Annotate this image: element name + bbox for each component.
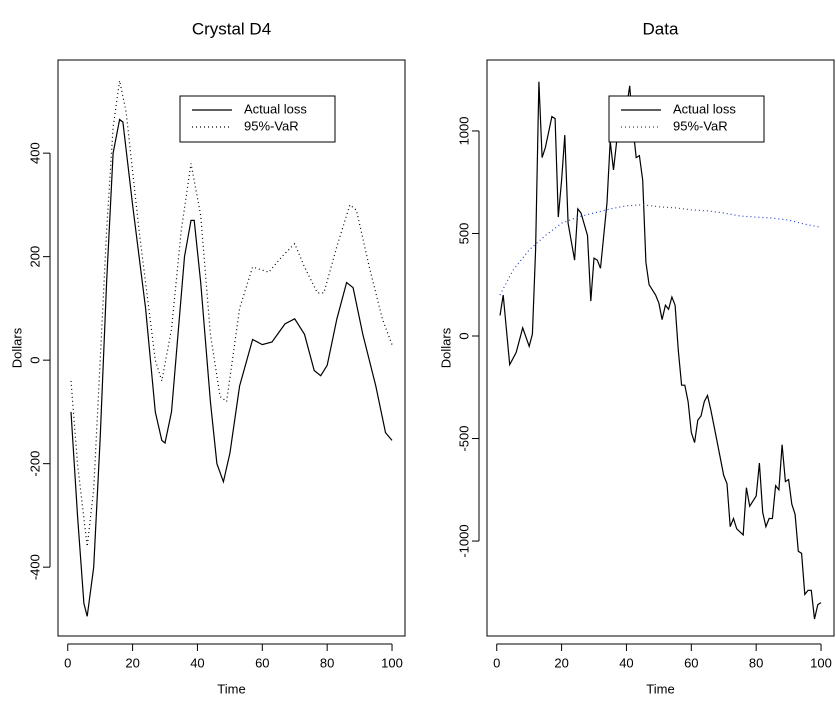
chart-title: Crystal D4: [192, 19, 271, 38]
x-axis-label: Time: [217, 681, 245, 696]
series-line: [70, 80, 393, 547]
legend-box: [179, 95, 336, 143]
y-tick-label: -400: [27, 554, 42, 580]
y-tick-label: 0: [456, 332, 471, 339]
x-tick-label: 80: [749, 655, 763, 670]
y-axis-label: Dollars: [438, 327, 453, 368]
x-tick-label: 40: [190, 655, 204, 670]
x-tick-label: 80: [320, 655, 334, 670]
y-tick-label: 0: [27, 357, 42, 364]
y-axis-label: Dollars: [9, 327, 24, 368]
x-tick-label: 60: [684, 655, 698, 670]
legend-box: [608, 95, 765, 143]
y-tick-label: 400: [27, 142, 42, 164]
x-tick-label: 40: [619, 655, 633, 670]
y-tick-label: 200: [27, 246, 42, 268]
legend-label: Actual loss: [673, 101, 736, 116]
legend-label: 95%-VaR: [673, 118, 728, 133]
x-tick-label: 0: [493, 655, 500, 670]
plot-frame: [486, 59, 835, 637]
plot-frame: [57, 59, 406, 637]
x-tick-label: 20: [554, 655, 568, 670]
x-tick-label: 60: [255, 655, 269, 670]
legend: Actual loss 95%-VaR: [608, 95, 765, 143]
y-tick-label: -500: [456, 426, 471, 452]
series-line: [499, 81, 822, 620]
y-tick-label: -1000: [456, 524, 471, 557]
legend-label: Actual loss: [244, 101, 307, 116]
y-tick-label: 1000: [456, 116, 471, 145]
legend-label: 95%-VaR: [244, 118, 299, 133]
x-tick-label: 100: [381, 655, 403, 670]
x-tick-label: 20: [125, 655, 139, 670]
y-tick-label: 500: [456, 223, 471, 245]
x-tick-label: 100: [810, 655, 832, 670]
chart-title: Data: [643, 19, 679, 38]
series-line: [70, 118, 393, 617]
y-tick-label: -200: [27, 451, 42, 477]
x-axis-label: Time: [646, 681, 674, 696]
series-line: [499, 204, 822, 296]
x-tick-label: 0: [64, 655, 71, 670]
legend: Actual loss 95%-VaR: [179, 95, 336, 143]
